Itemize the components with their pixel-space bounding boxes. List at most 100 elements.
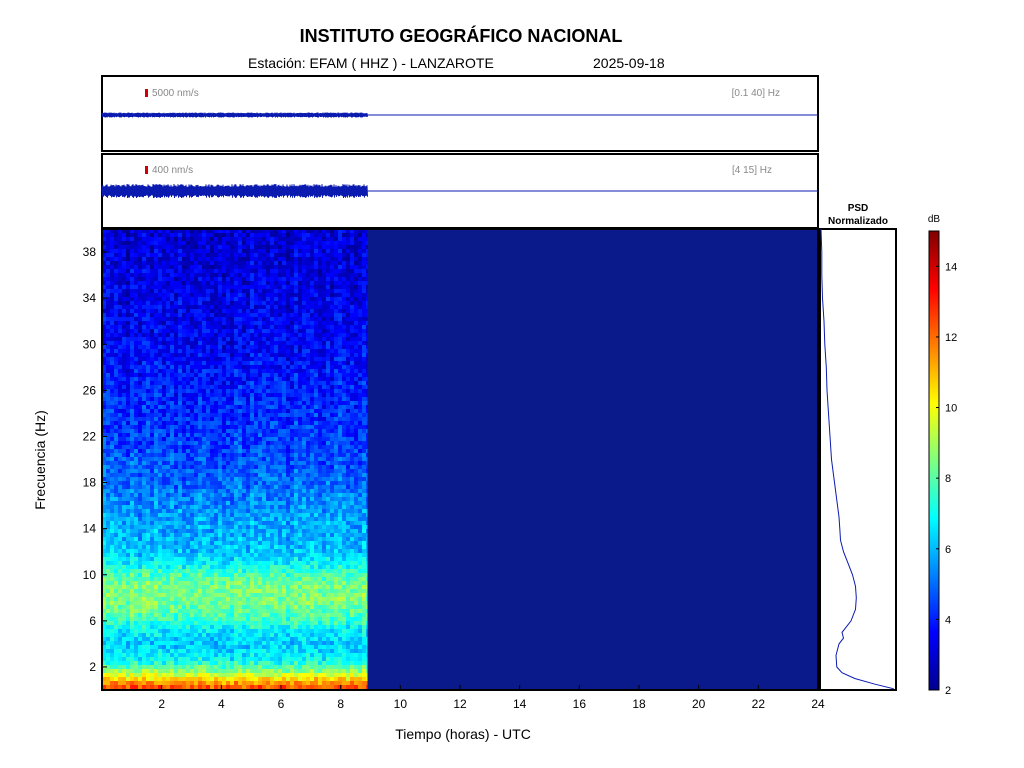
spectrogram-cell xyxy=(170,661,174,665)
spectrogram-cell xyxy=(170,501,174,505)
spectrogram-cell xyxy=(250,657,254,661)
spectrogram-cell xyxy=(198,373,202,377)
spectrogram-cell xyxy=(114,565,118,569)
spectrogram-cell xyxy=(130,233,134,237)
spectrogram-cell xyxy=(122,425,126,429)
spectrogram-cell xyxy=(262,577,266,581)
spectrogram-cell xyxy=(130,237,134,241)
spectrogram-cell xyxy=(218,237,222,241)
spectrogram-cell xyxy=(266,369,270,373)
spectrogram-cell xyxy=(270,589,274,593)
spectrogram-cell xyxy=(170,245,174,249)
spectrogram-cell xyxy=(190,257,194,261)
spectrogram-cell xyxy=(170,385,174,389)
spectrogram-cell xyxy=(122,513,126,517)
spectrogram-cell xyxy=(174,261,178,265)
spectrogram-cell xyxy=(142,625,146,629)
spectrogram-cell xyxy=(142,501,146,505)
spectrogram-cell xyxy=(206,449,210,453)
spectrogram-cell xyxy=(134,285,138,289)
spectrogram-cell xyxy=(254,505,258,509)
spectrogram-cell xyxy=(254,633,258,637)
spectrogram-cell xyxy=(210,469,214,473)
spectrogram-cell xyxy=(254,661,258,665)
spectrogram-cell xyxy=(262,301,266,305)
spectrogram-cell xyxy=(210,637,214,641)
spectrogram-cell xyxy=(190,297,194,301)
spectrogram-cell xyxy=(262,269,266,273)
spectrogram-cell xyxy=(258,389,262,393)
spectrogram-cell xyxy=(158,565,162,569)
spectrogram-cell xyxy=(186,613,190,617)
spectrogram-cell xyxy=(262,377,266,381)
spectrogram-cell xyxy=(114,229,118,233)
spectrogram-cell xyxy=(242,625,246,629)
spectrogram-cell xyxy=(190,617,194,621)
spectrogram-cell xyxy=(174,253,178,257)
spectrogram-cell xyxy=(138,613,142,617)
spectrogram-cell xyxy=(214,445,218,449)
spectrogram-cell xyxy=(222,365,226,369)
spectrogram-cell xyxy=(146,429,150,433)
spectrogram-cell xyxy=(102,453,106,457)
spectrogram-cell xyxy=(170,573,174,577)
spectrogram-cell xyxy=(242,597,246,601)
spectrogram-cell xyxy=(186,621,190,625)
spectrogram-cell xyxy=(202,405,206,409)
spectrogram-cell xyxy=(190,541,194,545)
spectrogram-cell xyxy=(170,437,174,441)
spectrogram-cell xyxy=(246,237,250,241)
spectrogram-cell xyxy=(146,353,150,357)
spectrogram-cell xyxy=(230,549,234,553)
spectrogram-cell xyxy=(178,233,182,237)
spectrogram-cell xyxy=(258,241,262,245)
spectrogram-cell xyxy=(234,241,238,245)
spectrogram-cell xyxy=(250,333,254,337)
spectrogram-cell xyxy=(198,465,202,469)
spectrogram-cell xyxy=(146,377,150,381)
spectrogram-cell xyxy=(218,665,222,669)
spectrogram-cell xyxy=(134,237,138,241)
spectrogram-cell xyxy=(134,369,138,373)
spectrogram-cell xyxy=(174,537,178,541)
spectrogram-cell xyxy=(154,669,158,673)
spectrogram-cell xyxy=(206,437,210,441)
spectrogram-cell xyxy=(130,649,134,653)
spectrogram-cell xyxy=(230,545,234,549)
spectrogram-cell xyxy=(178,329,182,333)
spectrogram-cell xyxy=(206,685,210,689)
spectrogram-cell xyxy=(222,389,226,393)
spectrogram-cell xyxy=(110,561,114,565)
spectrogram-cell xyxy=(226,257,230,261)
spectrogram-cell xyxy=(166,253,170,257)
spectrogram-cell xyxy=(118,325,122,329)
spectrogram-cell xyxy=(146,525,150,529)
spectrogram-cell xyxy=(126,585,130,589)
spectrogram-cell xyxy=(266,321,270,325)
spectrogram-cell xyxy=(114,529,118,533)
spectrogram-cell xyxy=(246,593,250,597)
spectrogram-cell xyxy=(202,429,206,433)
spectrogram-cell xyxy=(162,657,166,661)
spectrogram-cell xyxy=(250,597,254,601)
spectrogram-cell xyxy=(246,665,250,669)
spectrogram-cell xyxy=(166,241,170,245)
spectrogram-cell xyxy=(258,593,262,597)
spectrogram-cell xyxy=(150,489,154,493)
spectrogram-cell xyxy=(110,521,114,525)
spectrogram-cell xyxy=(162,425,166,429)
spectrogram-cell xyxy=(218,617,222,621)
spectrogram-cell xyxy=(206,621,210,625)
spectrogram-cell xyxy=(174,585,178,589)
spectrogram-cell xyxy=(182,337,186,341)
spectrogram-cell xyxy=(170,589,174,593)
spectrogram-cell xyxy=(190,301,194,305)
spectrogram-cell xyxy=(230,469,234,473)
spectrogram-cell xyxy=(186,525,190,529)
spectrogram-cell xyxy=(218,273,222,277)
spectrogram-cell xyxy=(266,545,270,549)
spectrogram-cell xyxy=(230,517,234,521)
spectrogram-cell xyxy=(246,493,250,497)
spectrogram-cell xyxy=(106,493,110,497)
spectrogram-cell xyxy=(250,413,254,417)
